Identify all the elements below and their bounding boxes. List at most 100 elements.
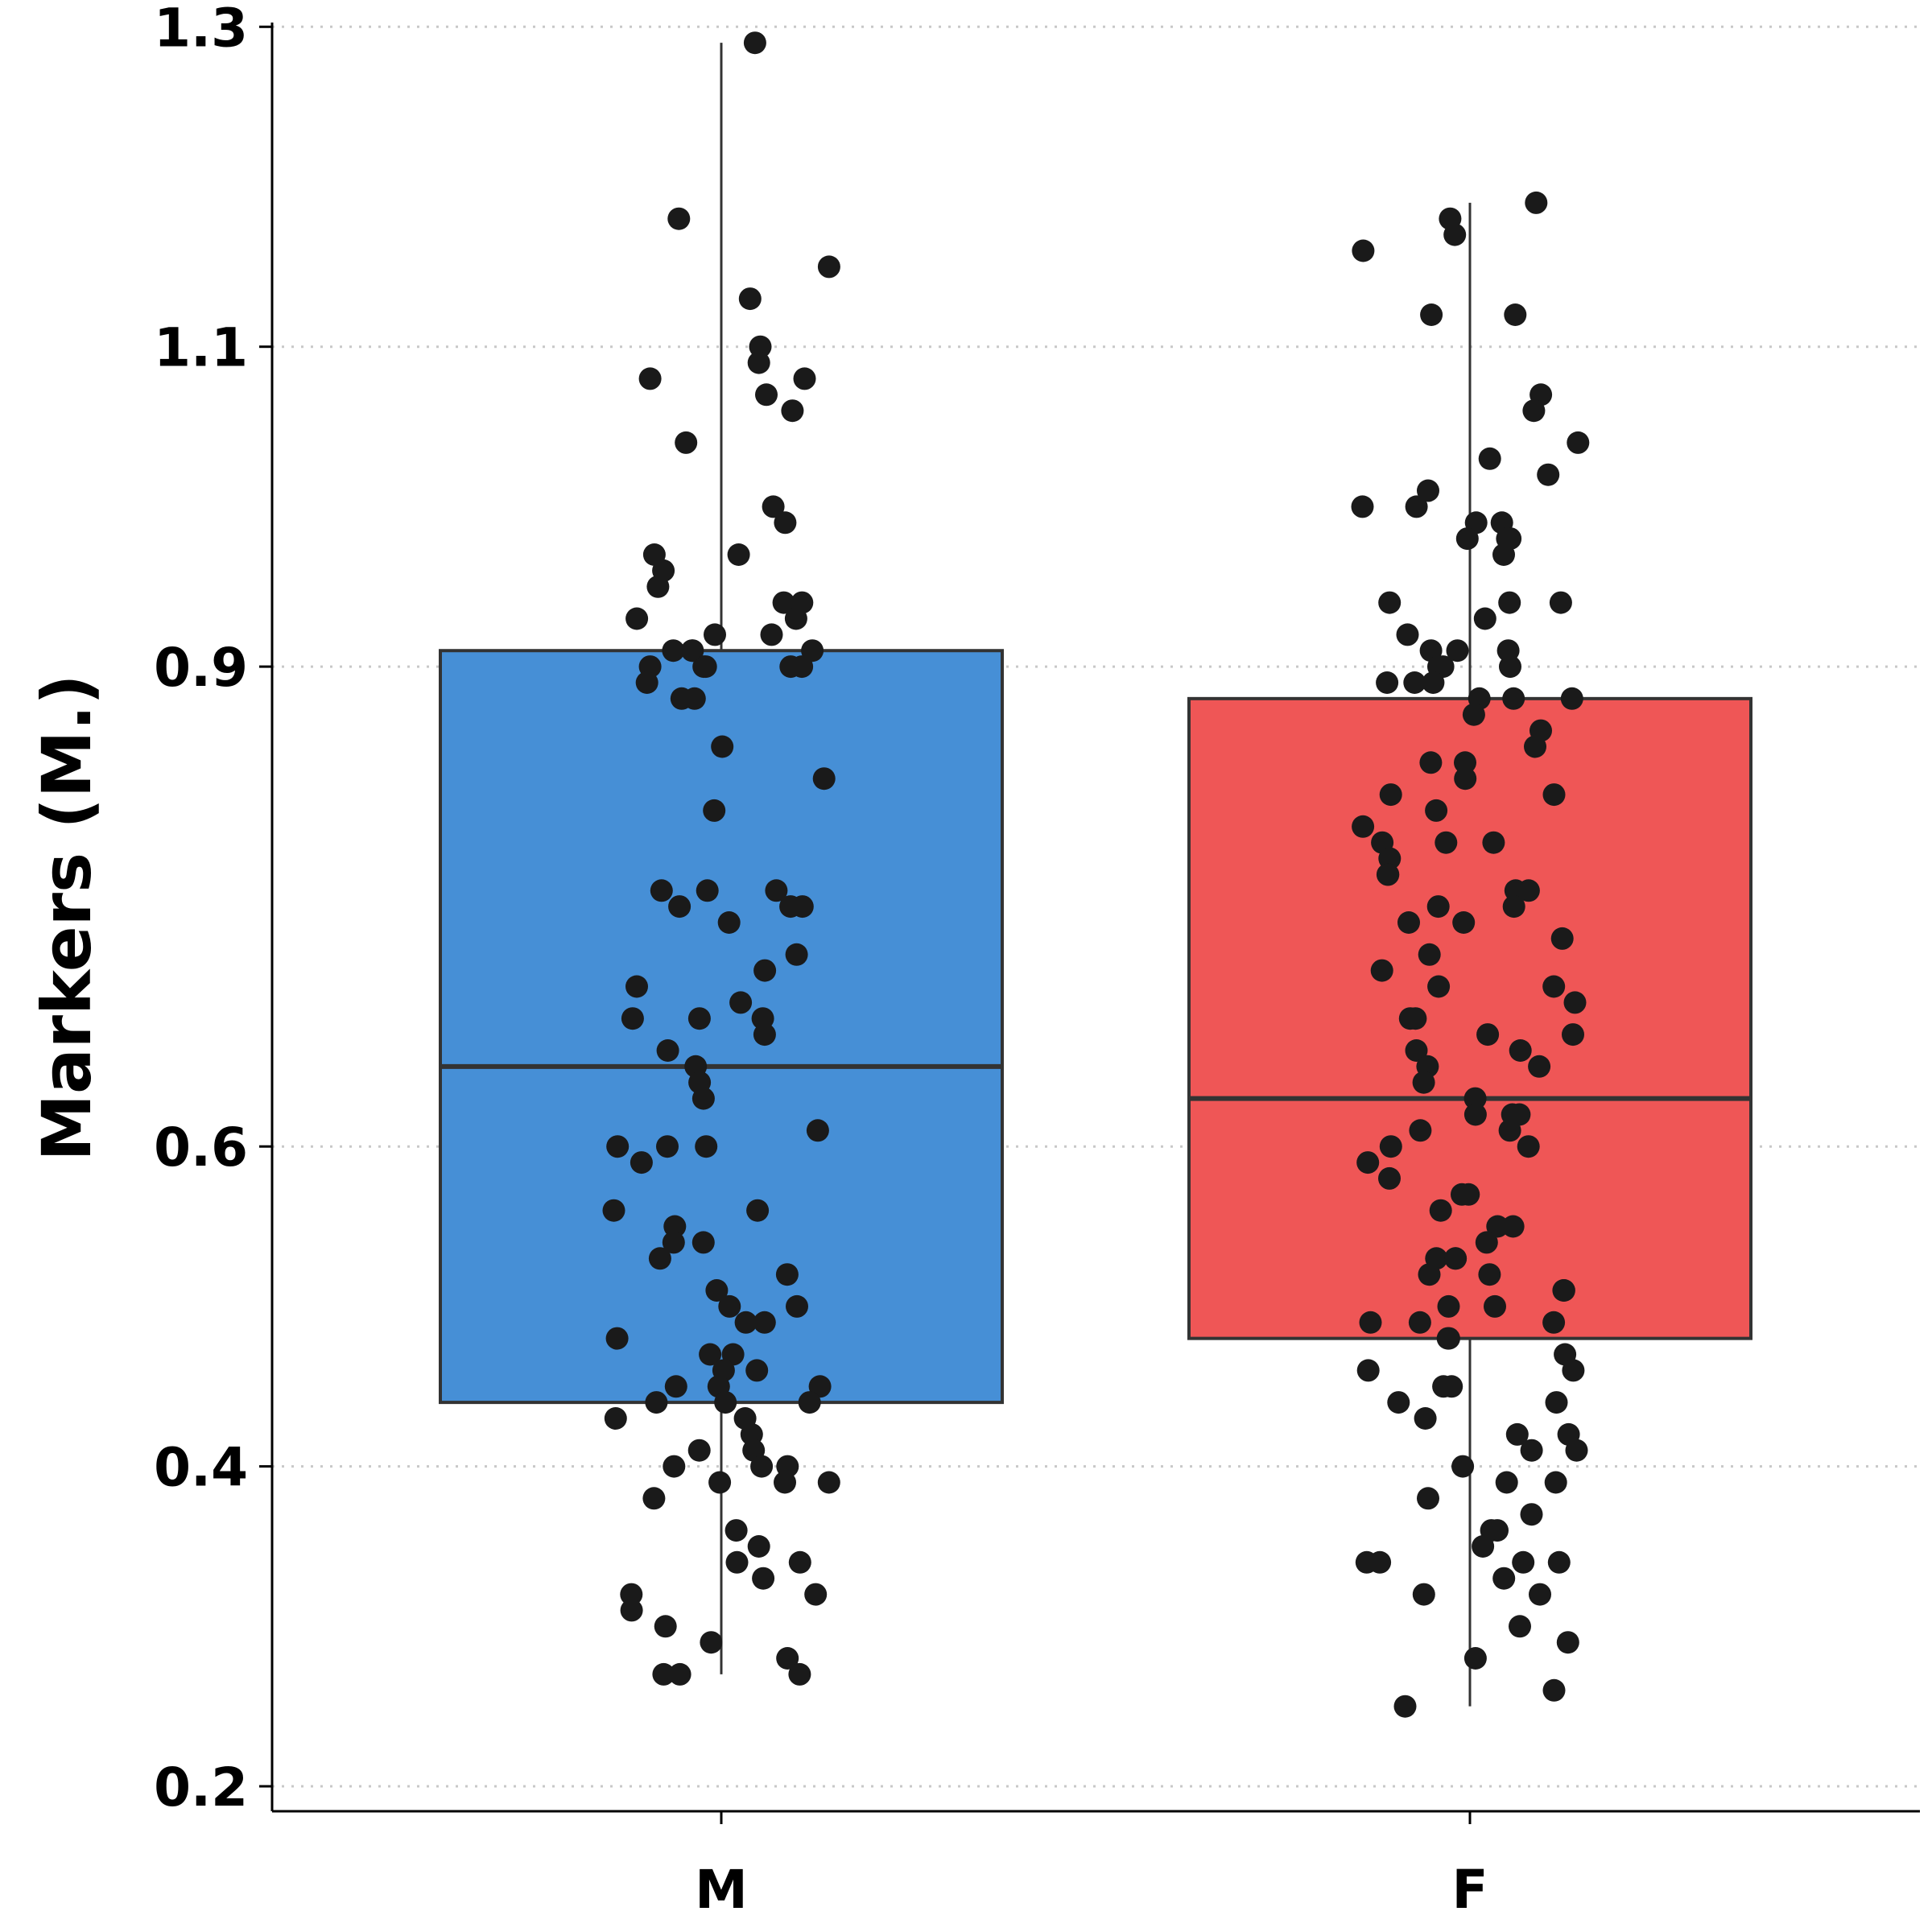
data-point-m [786, 1294, 808, 1318]
data-point-f [1351, 495, 1374, 518]
data-point-f [1352, 239, 1375, 262]
data-point-f [1419, 751, 1443, 774]
data-point-f [1454, 751, 1476, 774]
data-point-f [1509, 1039, 1532, 1062]
data-point-m [630, 1151, 653, 1174]
data-point-m [817, 255, 840, 279]
data-point-f [1542, 783, 1566, 807]
data-point-m [708, 1471, 732, 1494]
data-point-f [1547, 1550, 1571, 1574]
data-point-f [1492, 1567, 1516, 1590]
data-point-f [1436, 1327, 1459, 1350]
data-point-m [714, 1391, 737, 1414]
data-point-f [1405, 495, 1428, 518]
data-point-f [1520, 1503, 1543, 1526]
boxes [439, 43, 1752, 1707]
data-point-m [675, 431, 698, 454]
data-point-f [1520, 1439, 1543, 1462]
data-point-m [691, 1087, 715, 1110]
data-point-f [1352, 815, 1375, 838]
x-tick-label-m: M [695, 1859, 748, 1921]
data-point-m [638, 367, 662, 390]
data-point-f [1517, 1135, 1540, 1158]
data-point-m [774, 511, 797, 535]
data-point-m [687, 1007, 711, 1030]
data-point-m [645, 1391, 668, 1414]
data-point-f [1504, 303, 1527, 326]
box-f [1187, 696, 1752, 1340]
data-point-f [1476, 1023, 1500, 1046]
data-point-f [1472, 1535, 1495, 1558]
data-point-m [781, 399, 804, 423]
data-point-f [1451, 1183, 1473, 1206]
data-point-f [1405, 1039, 1428, 1062]
data-point-m [779, 655, 803, 679]
data-point-f [1435, 831, 1458, 854]
data-point-m [806, 1119, 829, 1142]
data-point-m [683, 687, 706, 710]
data-point-m [625, 607, 649, 630]
data-point-m [746, 1199, 770, 1222]
data-point-m [729, 991, 753, 1014]
data-point-f [1446, 639, 1469, 663]
data-point-m [605, 1327, 629, 1350]
data-point-f [1562, 1023, 1584, 1046]
data-point-m [727, 543, 750, 566]
data-point-m [687, 1439, 711, 1462]
data-point-m [765, 879, 788, 902]
data-point-f [1418, 943, 1441, 966]
data-point-m [793, 367, 816, 390]
data-point-f [1499, 655, 1521, 679]
data-point-m [606, 1135, 630, 1158]
data-point-m [753, 959, 777, 982]
data-point-f [1522, 399, 1546, 423]
data-point-m [734, 1311, 758, 1334]
data-point-m [788, 1550, 811, 1574]
data-point-f [1455, 527, 1479, 551]
data-point-m [668, 1662, 691, 1686]
y-tick-label: 0.4 [154, 1437, 248, 1499]
data-point-f [1404, 1007, 1427, 1030]
data-point-f [1565, 1439, 1588, 1462]
data-point-f [1454, 767, 1477, 791]
data-point-f [1542, 1678, 1566, 1702]
data-point-m [753, 1311, 776, 1334]
data-point-m [663, 1455, 686, 1478]
data-point-m [620, 1599, 643, 1622]
data-point-f [1545, 1391, 1568, 1414]
data-point-m [656, 1135, 679, 1158]
data-points [602, 31, 1590, 1718]
data-point-f [1482, 831, 1505, 854]
data-point-m [699, 1343, 722, 1366]
data-point-m [725, 1550, 749, 1574]
data-point-f [1444, 1247, 1468, 1270]
data-point-f [1463, 1647, 1487, 1670]
data-point-f [1403, 671, 1426, 694]
data-point-m [724, 1519, 748, 1542]
data-point-m [812, 767, 836, 791]
data-point-f [1498, 1119, 1521, 1142]
data-point-m [785, 943, 808, 966]
data-point-f [1387, 1391, 1410, 1414]
data-point-f [1524, 735, 1546, 758]
data-point-f [1498, 591, 1521, 614]
data-point-f [1567, 431, 1590, 454]
data-point-m [817, 1471, 840, 1494]
data-point-m [717, 911, 741, 934]
data-point-f [1473, 607, 1496, 630]
data-point-m [743, 31, 766, 55]
data-point-m [750, 1455, 774, 1478]
data-point-m [654, 1615, 677, 1638]
data-point-f [1502, 687, 1525, 710]
data-point-m [755, 383, 778, 407]
data-point-m [681, 639, 704, 663]
data-point-f [1529, 1583, 1551, 1606]
data-point-f [1409, 1119, 1432, 1142]
data-point-m [804, 1583, 828, 1606]
data-point-f [1437, 1294, 1460, 1318]
data-point-m [663, 1215, 687, 1238]
data-point-m [704, 623, 726, 646]
data-point-f [1377, 863, 1400, 886]
data-point-m [711, 735, 734, 758]
data-point-f [1556, 1631, 1579, 1654]
